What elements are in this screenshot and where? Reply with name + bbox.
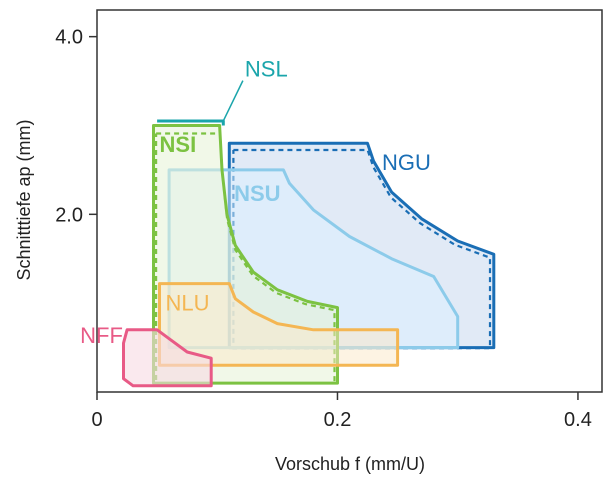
label-nsi: NSI <box>160 132 197 157</box>
regions-layer <box>122 119 496 388</box>
label-nsl: NSL <box>245 57 288 82</box>
x-axis-title: Vorschub f (mm/U) <box>275 454 425 474</box>
x-tick-label: 0 <box>91 409 102 431</box>
label-ngu: NGU <box>382 150 431 175</box>
plot-frame <box>96 9 603 393</box>
x-tick-label: 0.2 <box>324 409 352 431</box>
y-tick-label: 2.0 <box>55 204 83 226</box>
label-nff: NFF <box>80 323 123 348</box>
region-nsi-inner-boundary <box>155 132 336 385</box>
ticks-layer: 0 0.2 0.4 2.0 4.0 <box>55 27 592 431</box>
label-nlu: NLU <box>166 290 210 315</box>
label-nsu: NSU <box>234 181 280 206</box>
nsl-leader-line <box>222 80 244 122</box>
region-nff <box>122 328 213 388</box>
x-tick-label: 0.4 <box>564 409 592 431</box>
y-tick-label: 4.0 <box>55 27 83 49</box>
y-axis-title: Schnitttiefe ap (mm) <box>14 119 34 280</box>
region-nlu <box>158 282 400 367</box>
labels-layer: NGU NSU NSI NSL NLU NFF <box>80 57 431 349</box>
